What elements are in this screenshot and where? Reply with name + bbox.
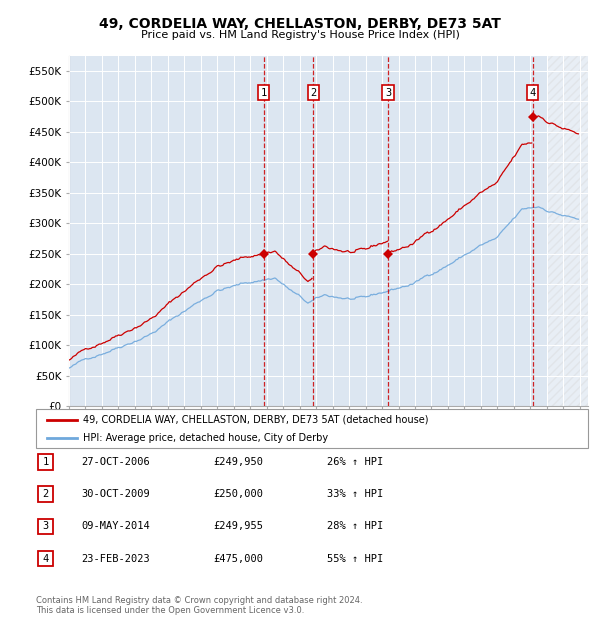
Text: 4: 4 bbox=[530, 87, 536, 97]
Text: 28% ↑ HPI: 28% ↑ HPI bbox=[327, 521, 383, 531]
Text: 49, CORDELIA WAY, CHELLASTON, DERBY, DE73 5AT: 49, CORDELIA WAY, CHELLASTON, DERBY, DE7… bbox=[99, 17, 501, 32]
Text: 30-OCT-2009: 30-OCT-2009 bbox=[81, 489, 150, 499]
FancyBboxPatch shape bbox=[36, 409, 588, 448]
Text: 2: 2 bbox=[43, 489, 49, 499]
FancyBboxPatch shape bbox=[38, 454, 53, 470]
Text: £475,000: £475,000 bbox=[213, 554, 263, 564]
Text: HPI: Average price, detached house, City of Derby: HPI: Average price, detached house, City… bbox=[83, 433, 328, 443]
FancyBboxPatch shape bbox=[38, 551, 53, 567]
Text: 2: 2 bbox=[310, 87, 316, 97]
Text: 4: 4 bbox=[43, 554, 49, 564]
Text: 26% ↑ HPI: 26% ↑ HPI bbox=[327, 457, 383, 467]
Text: 23-FEB-2023: 23-FEB-2023 bbox=[81, 554, 150, 564]
Bar bbox=[547, 56, 588, 406]
Text: 3: 3 bbox=[385, 87, 391, 97]
Text: 3: 3 bbox=[43, 521, 49, 531]
Text: 33% ↑ HPI: 33% ↑ HPI bbox=[327, 489, 383, 499]
Text: Price paid vs. HM Land Registry's House Price Index (HPI): Price paid vs. HM Land Registry's House … bbox=[140, 30, 460, 40]
Text: 49, CORDELIA WAY, CHELLASTON, DERBY, DE73 5AT (detached house): 49, CORDELIA WAY, CHELLASTON, DERBY, DE7… bbox=[83, 415, 428, 425]
FancyBboxPatch shape bbox=[38, 518, 53, 534]
Text: £250,000: £250,000 bbox=[213, 489, 263, 499]
Text: £249,950: £249,950 bbox=[213, 457, 263, 467]
Text: 09-MAY-2014: 09-MAY-2014 bbox=[81, 521, 150, 531]
Text: 27-OCT-2006: 27-OCT-2006 bbox=[81, 457, 150, 467]
Text: 1: 1 bbox=[260, 87, 267, 97]
Text: 55% ↑ HPI: 55% ↑ HPI bbox=[327, 554, 383, 564]
FancyBboxPatch shape bbox=[38, 486, 53, 502]
Text: £249,955: £249,955 bbox=[213, 521, 263, 531]
Text: 1: 1 bbox=[43, 457, 49, 467]
Text: Contains HM Land Registry data © Crown copyright and database right 2024.
This d: Contains HM Land Registry data © Crown c… bbox=[36, 596, 362, 615]
